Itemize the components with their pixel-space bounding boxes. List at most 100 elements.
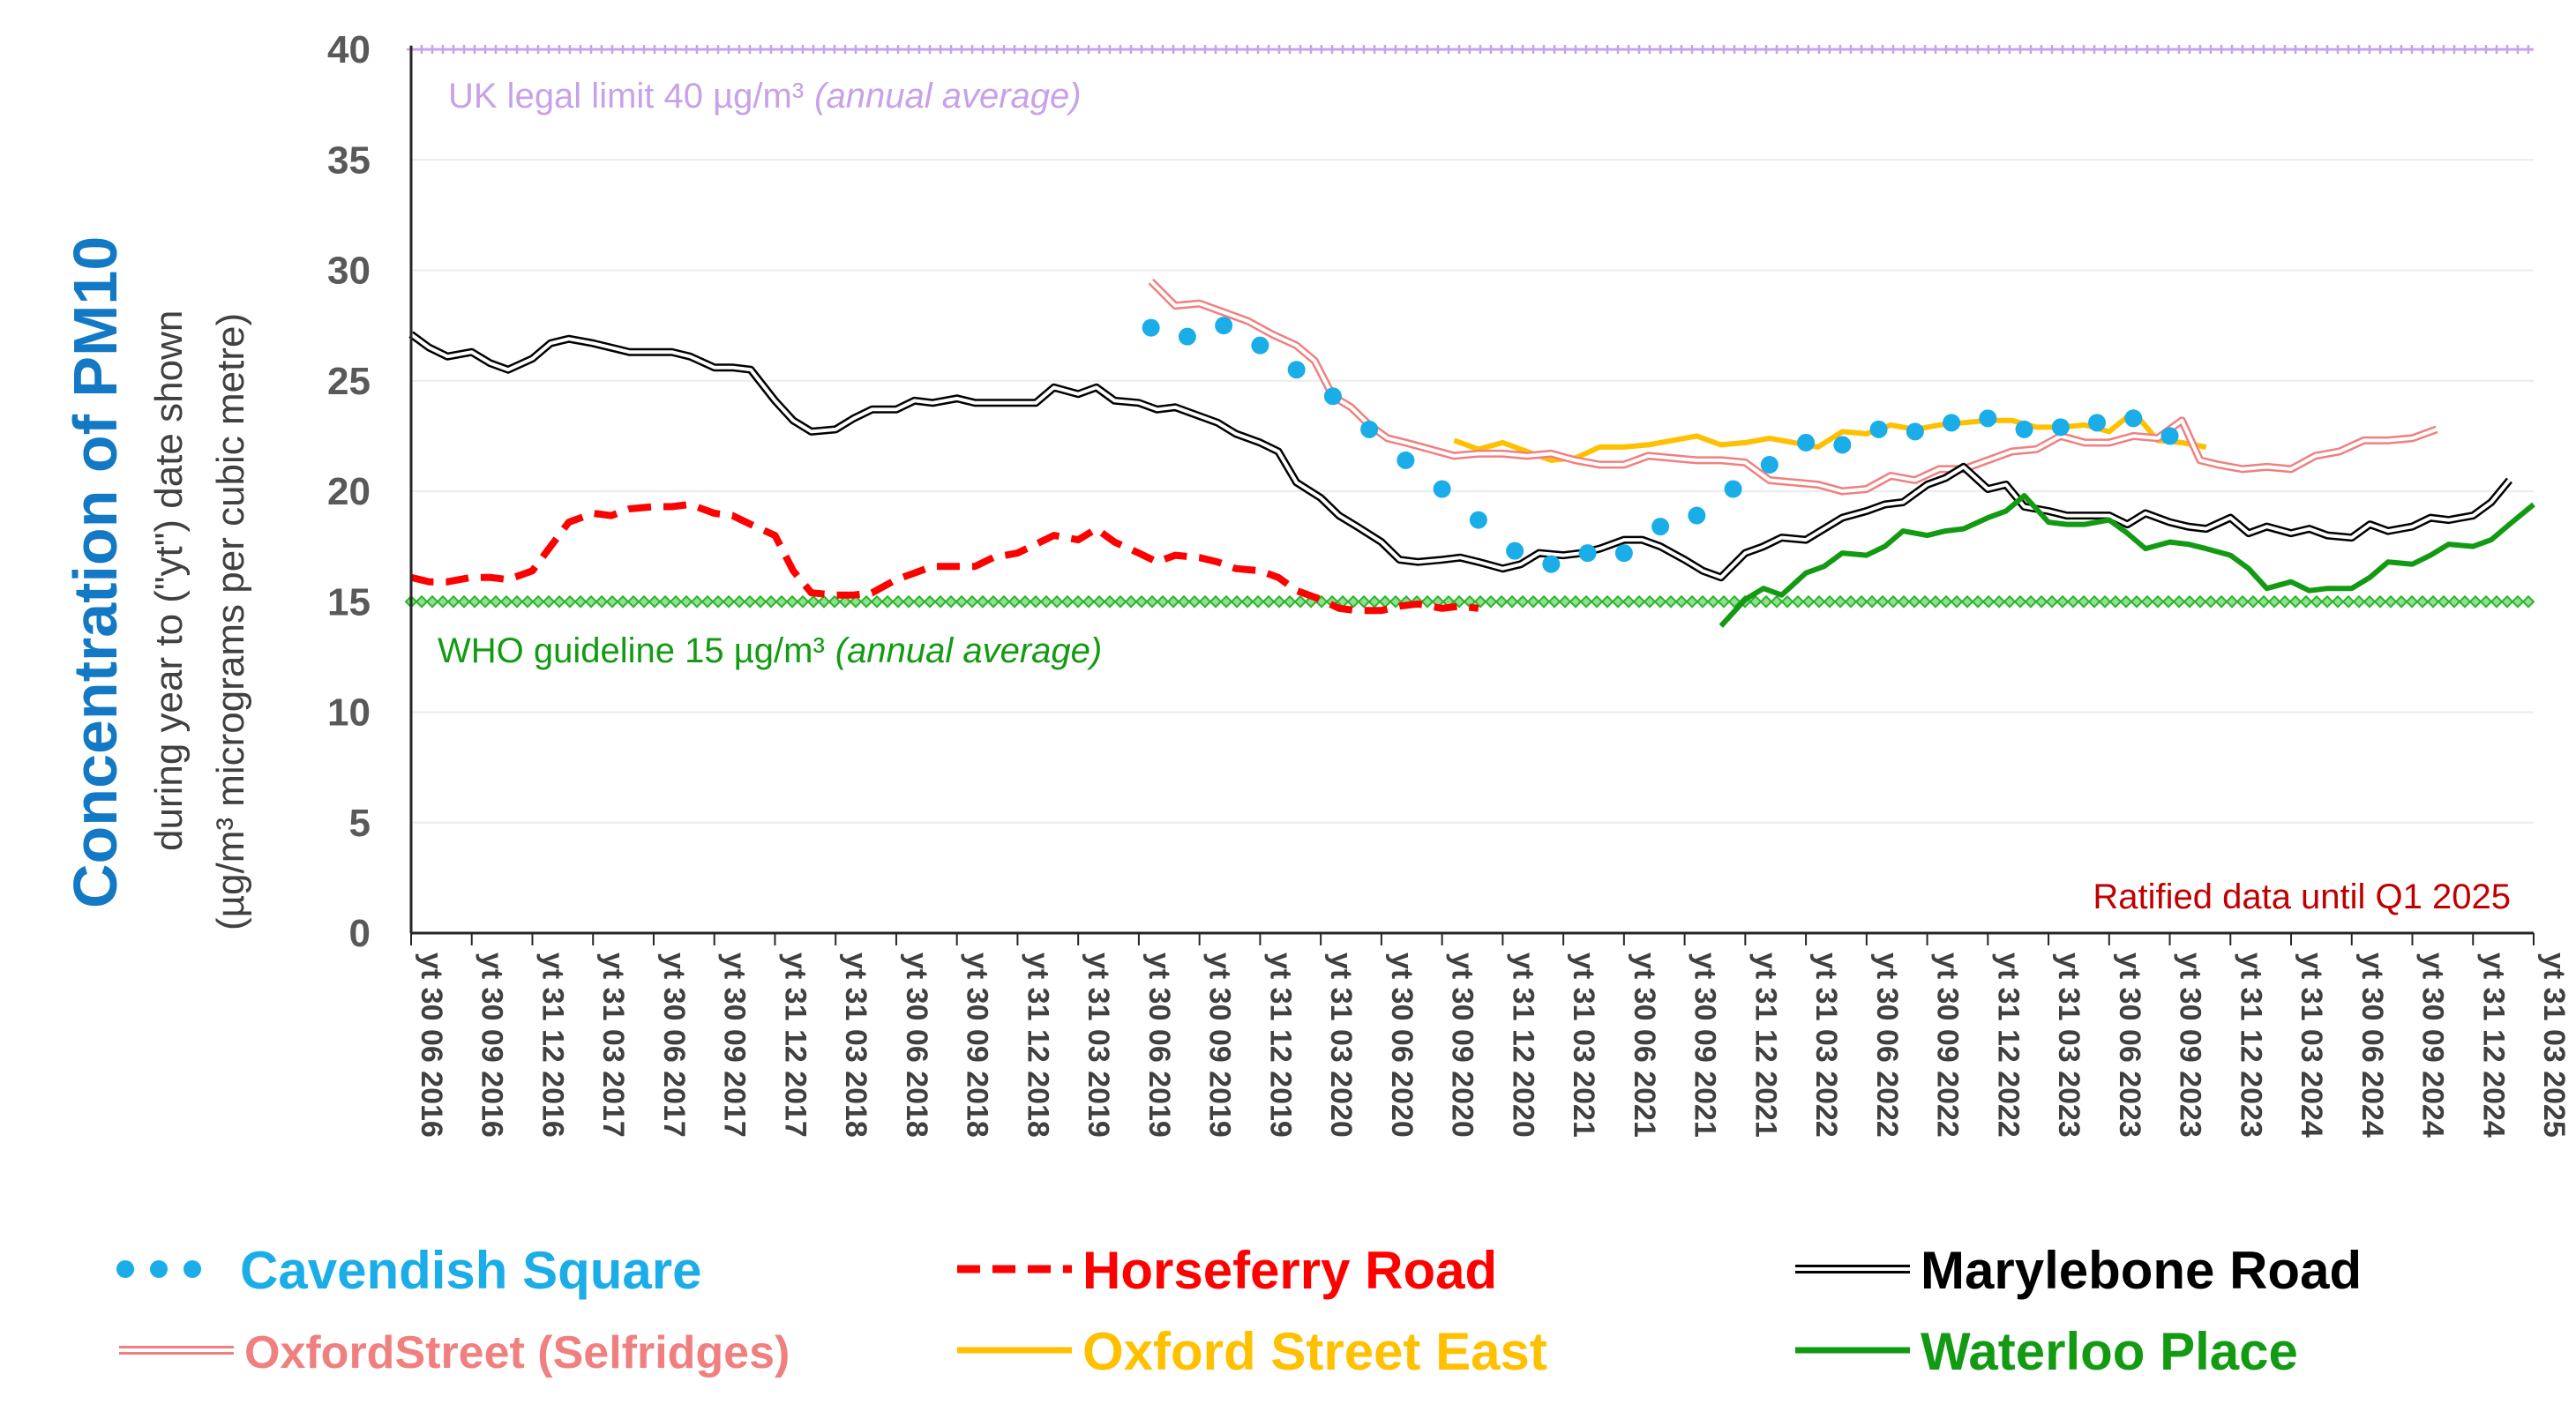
who-guideline-marker [1780, 594, 1794, 609]
ratified-data-note: Ratified data until Q1 2025 [2093, 878, 2511, 916]
legend-label-waterloo-place: Waterloo Place [1921, 1322, 2298, 1381]
legend-item-oxfordstreet-selfridges: OxfordStreet (Selfridges) [119, 1327, 790, 1378]
who-guideline-marker [1029, 594, 1043, 609]
who-guideline-marker [1124, 594, 1138, 609]
x-tick-label: yt 30 09 2022 [1931, 952, 1965, 1138]
who-guideline-marker [2235, 594, 2250, 609]
uk-legal-limit-marker [788, 45, 797, 54]
legend: Cavendish Square Horseferry Road Marylebon… [116, 1241, 2362, 1381]
who-guideline-marker [1230, 594, 1244, 609]
x-tick-label: yt 31 03 2017 [596, 952, 630, 1138]
uk-legal-limit-marker [989, 45, 998, 54]
x-tick-label: yt 30 06 2020 [1385, 952, 1419, 1138]
who-guideline-marker [1071, 594, 1085, 609]
data-point [1323, 387, 1342, 406]
uk-legal-limit-marker [1391, 45, 1400, 54]
who-guideline-marker [1918, 594, 1932, 609]
uk-legal-limit-marker [671, 45, 680, 54]
series-line [1719, 493, 2535, 628]
uk-legal-limit-marker [1338, 45, 1347, 54]
who-guideline-marker [1812, 594, 1826, 609]
who-guideline-marker [1854, 594, 1868, 609]
uk-legal-limit-marker [1529, 45, 1538, 54]
who-guideline-marker [425, 594, 439, 609]
uk-legal-limit-marker [1910, 45, 1919, 54]
who-guideline-marker [510, 594, 524, 609]
who-guideline-marker [1960, 594, 1974, 609]
who-guideline-marker [1600, 594, 1614, 609]
uk-legal-limit-marker [1931, 45, 1940, 54]
who-guideline-marker [1992, 594, 2006, 609]
uk-legal-limit-marker [1254, 45, 1262, 54]
series-line-inner [409, 332, 2512, 579]
who-guideline-marker [542, 594, 556, 609]
uk-legal-limit-marker [417, 45, 426, 54]
uk-legal-limit-marker [460, 45, 468, 54]
who-guideline-marker [2288, 594, 2303, 609]
uk-legal-limit-marker [2482, 45, 2490, 54]
series-marylebone-road [408, 331, 2512, 582]
who-guideline-marker [2246, 594, 2260, 609]
uk-legal-limit-marker [1719, 45, 1728, 54]
uk-legal-limit-marker [936, 45, 945, 54]
x-tick-label: yt 31 12 2017 [778, 952, 812, 1138]
y-tick-5: 5 [349, 802, 371, 845]
uk-legal-limit-marker [597, 45, 606, 54]
who-guideline-marker [1791, 594, 1805, 609]
uk-legal-limit-marker [1307, 45, 1315, 54]
data-point [1360, 420, 1379, 438]
who-guideline-marker [2331, 594, 2345, 609]
who-guideline-marker [2045, 594, 2059, 609]
uk-legal-limit-marker [481, 45, 490, 54]
who-guideline-marker [1632, 594, 1646, 609]
uk-legal-limit-marker [1476, 45, 1485, 54]
uk-legal-limit-marker [2503, 45, 2512, 54]
who-guideline-marker [2373, 594, 2387, 609]
uk-legal-limit-marker [1666, 45, 1675, 54]
x-tick-label: yt 31 03 2025 [2537, 952, 2571, 1138]
uk-legal-limit-marker [2471, 45, 2480, 54]
uk-legal-limit-marker [2450, 45, 2459, 54]
x-tick-label: yt 31 03 2019 [1082, 952, 1115, 1138]
x-tick-label: yt 31 12 2019 [1263, 952, 1297, 1138]
x-tick-label: yt 31 03 2020 [1324, 952, 1358, 1138]
uk-legal-limit-marker [1942, 45, 1951, 54]
who-guideline-marker [700, 594, 715, 609]
uk-legal-limit-marker [1698, 45, 1707, 54]
who-guideline-marker [1134, 594, 1149, 609]
who-guideline-marker [2257, 594, 2271, 609]
data-point [1215, 317, 1233, 335]
who-guideline-marker [2013, 594, 2027, 609]
uk-legal-limit-marker [1677, 45, 1686, 54]
who-guideline-marker [2151, 594, 2165, 609]
uk-legal-limit-marker [1793, 45, 1802, 54]
uk-legal-limit-marker [2376, 45, 2385, 54]
who-guideline-marker [923, 594, 937, 609]
data-point [1688, 506, 1706, 525]
uk-legal-limit-marker [555, 45, 564, 54]
uk-legal-limit-marker [2238, 45, 2247, 54]
uk-legal-limit-marker [2344, 45, 2353, 54]
uk-legal-limit-marker [2037, 45, 2046, 54]
uk-legal-limit-marker [1232, 45, 1241, 54]
uk-legal-limit-marker [1465, 45, 1474, 54]
who-guideline-marker [415, 594, 429, 609]
uk-legal-limit-marker [2196, 45, 2205, 54]
who-guideline-marker [849, 594, 863, 609]
who-guideline-marker [1240, 594, 1254, 609]
uk-legal-limit-marker [1222, 45, 1231, 54]
uk-legal-limit-marker [1709, 45, 1718, 54]
who-guideline-marker [2024, 594, 2038, 609]
y-tick-30: 30 [327, 250, 371, 293]
x-tick-label: yt 30 06 2016 [415, 952, 448, 1138]
data-point [1433, 480, 1451, 498]
who-guideline-marker [2130, 594, 2144, 609]
x-tick-label: yt 31 12 2024 [2476, 952, 2510, 1138]
uk-legal-limit-marker [830, 45, 839, 54]
uk-legal-limit-marker [756, 45, 765, 54]
who-guideline-label: WHO guideline 15 µg/m³ (annual average) [438, 631, 1102, 670]
who-guideline-marker [859, 594, 873, 609]
uk-legal-limit-marker [2492, 45, 2501, 54]
who-guideline-marker [1833, 594, 1847, 609]
who-guideline-marker [1357, 594, 1371, 609]
